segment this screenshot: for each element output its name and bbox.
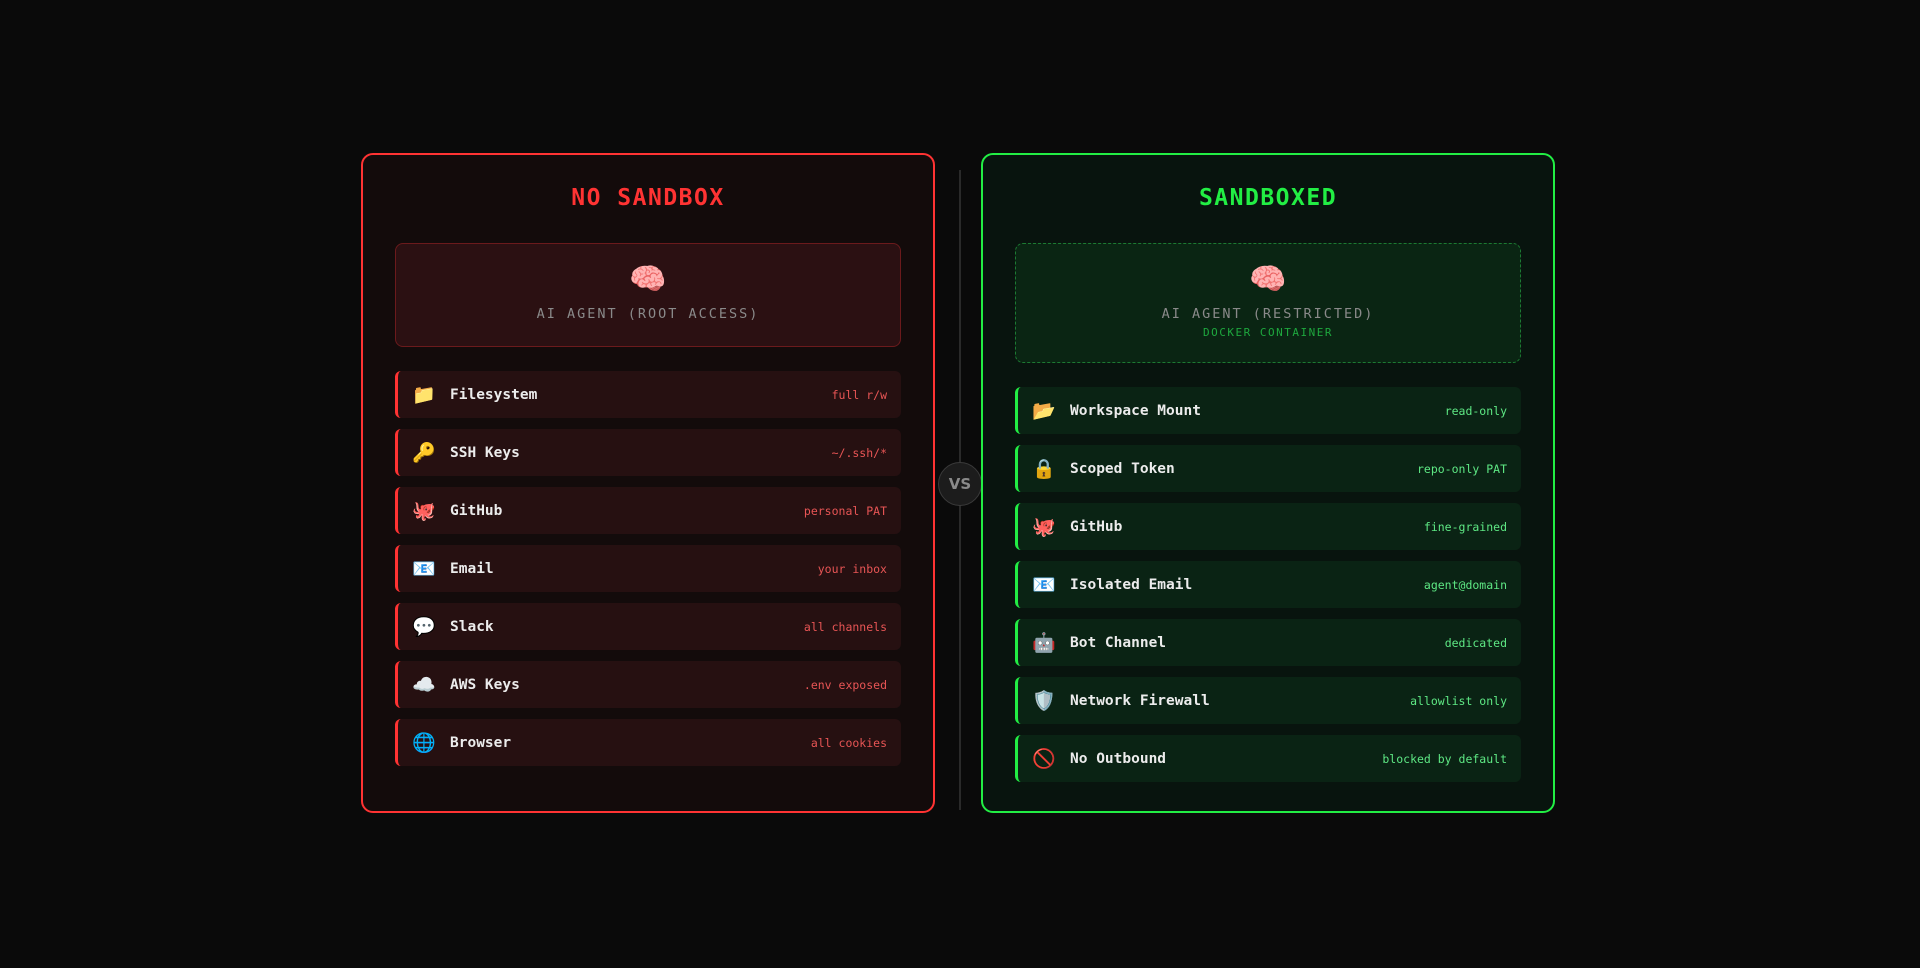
item-label: GitHub — [450, 502, 503, 519]
list-item: ☁️ AWS Keys .env exposed — [395, 661, 901, 708]
item-label: Isolated Email — [1070, 576, 1193, 593]
list-item: 📂 Workspace Mount read-only — [1015, 387, 1521, 434]
brain-icon: 🧠 — [629, 262, 667, 297]
item-value: dedicated — [1444, 635, 1507, 650]
list-item: 🌐 Browser all cookies — [395, 719, 901, 766]
item-value: blocked by default — [1382, 751, 1507, 766]
no-sandbox-panel: NO SANDBOX 🧠 AI AGENT (ROOT ACCESS) 📁 Fil… — [361, 153, 935, 813]
globe-icon: 🌐 — [412, 732, 436, 754]
octopus-icon: 🐙 — [412, 500, 436, 522]
panel-title: NO SANDBOX — [571, 185, 725, 211]
list-item: 🛡️ Network Firewall allowlist only — [1015, 677, 1521, 724]
item-label: No Outbound — [1070, 750, 1167, 767]
item-label: SSH Keys — [450, 444, 520, 461]
list-item: 🐙 GitHub personal PAT — [395, 487, 901, 534]
item-value: your inbox — [817, 561, 887, 576]
brain-icon: 🧠 — [1249, 262, 1287, 297]
item-value: repo-only PAT — [1416, 461, 1507, 476]
list-item: 📧 Isolated Email agent@domain — [1015, 561, 1521, 608]
shield-icon: 🛡️ — [1032, 690, 1056, 712]
list-item: 🚫 No Outbound blocked by default — [1015, 735, 1521, 782]
octopus-icon: 🐙 — [1032, 516, 1056, 538]
vs-badge: VS — [938, 462, 982, 506]
item-value: .env exposed — [803, 677, 887, 692]
item-label: GitHub — [1070, 518, 1123, 535]
item-label: Email — [450, 560, 494, 577]
agent-sublabel: DOCKER CONTAINER — [1203, 326, 1333, 339]
list-item: 🔑 SSH Keys ~/.ssh/* — [395, 429, 901, 476]
item-label: AWS Keys — [450, 676, 520, 693]
list-item: 🔒 Scoped Token repo-only PAT — [1015, 445, 1521, 492]
cloud-icon: ☁️ — [412, 674, 436, 696]
item-label: Network Firewall — [1070, 692, 1210, 709]
agent-label: AI AGENT (RESTRICTED) — [1161, 306, 1375, 322]
item-label: Slack — [450, 618, 494, 635]
agent-box: 🧠 AI AGENT (ROOT ACCESS) — [395, 243, 901, 347]
list-item: 💬 Slack all channels — [395, 603, 901, 650]
email-icon: 📧 — [1032, 574, 1056, 596]
item-value: all channels — [803, 619, 887, 634]
panel-title: SANDBOXED — [1198, 185, 1338, 211]
email-icon: 📧 — [412, 558, 436, 580]
prohibited-icon: 🚫 — [1032, 748, 1056, 770]
item-value: personal PAT — [803, 503, 887, 518]
list-item: 🐙 GitHub fine-grained — [1015, 503, 1521, 550]
robot-icon: 🤖 — [1032, 632, 1056, 654]
item-value: allowlist only — [1410, 693, 1507, 708]
item-value: fine-grained — [1423, 519, 1507, 534]
item-label: Workspace Mount — [1070, 402, 1201, 419]
item-value: read-only — [1444, 403, 1507, 418]
sandboxed-panel: SANDBOXED 🧠 AI AGENT (RESTRICTED) DOCKER… — [981, 153, 1555, 813]
item-label: Filesystem — [450, 386, 538, 403]
item-label: Bot Channel — [1070, 634, 1167, 651]
agent-label: AI AGENT (ROOT ACCESS) — [536, 306, 760, 322]
item-value: full r/w — [831, 387, 887, 402]
list-item: 📁 Filesystem full r/w — [395, 371, 901, 418]
access-list: 📂 Workspace Mount read-only 🔒 Scoped Token re… — [1015, 387, 1521, 793]
open-folder-icon: 📂 — [1032, 400, 1056, 422]
folder-icon: 📁 — [412, 384, 436, 406]
item-label: Scoped Token — [1070, 460, 1175, 477]
item-label: Browser — [450, 734, 512, 751]
agent-box: 🧠 AI AGENT (RESTRICTED) DOCKER CONTAINER — [1015, 243, 1521, 363]
item-value: agent@domain — [1423, 577, 1507, 592]
list-item: 📧 Email your inbox — [395, 545, 901, 592]
item-value: ~/.ssh/* — [831, 445, 887, 460]
access-list: 📁 Filesystem full r/w 🔑 SSH Keys ~/.ssh/* 🐙 Git… — [395, 371, 901, 777]
item-value: all cookies — [810, 735, 887, 750]
speech-bubble-icon: 💬 — [412, 616, 436, 638]
lock-icon: 🔒 — [1032, 458, 1056, 480]
key-icon: 🔑 — [412, 442, 436, 464]
list-item: 🤖 Bot Channel dedicated — [1015, 619, 1521, 666]
